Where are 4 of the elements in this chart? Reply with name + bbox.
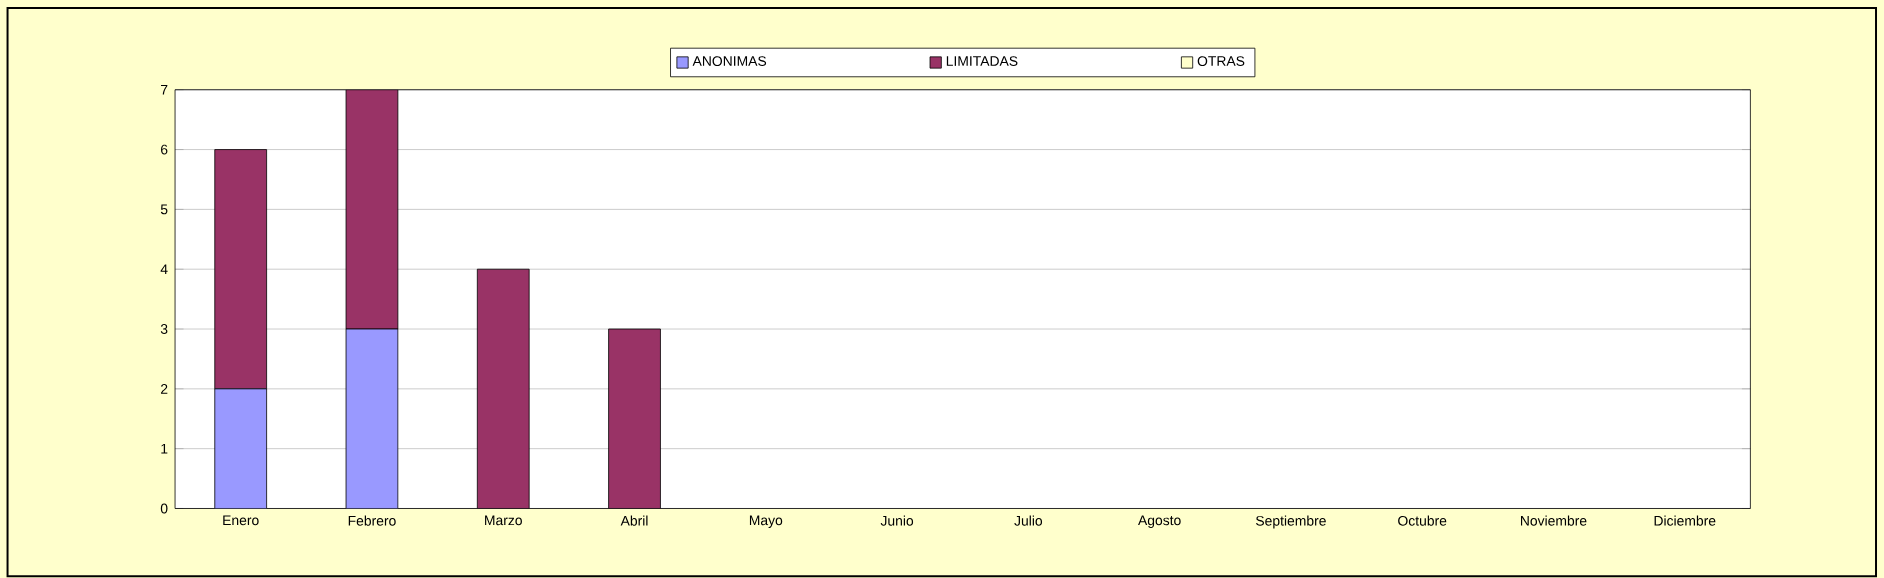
- bar: [608, 328, 661, 509]
- bar: [214, 388, 268, 509]
- bar: [345, 328, 399, 509]
- bar: [476, 268, 530, 509]
